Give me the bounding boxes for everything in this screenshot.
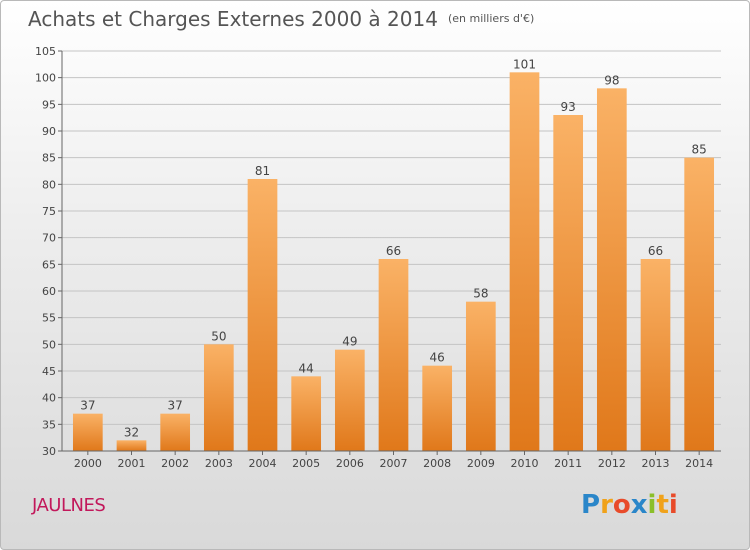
y-tick-label: 35: [42, 418, 56, 431]
bar-2007: [378, 259, 409, 451]
bar-2011: [553, 115, 584, 451]
logo-letter: x: [630, 490, 648, 520]
x-tick-label-2004: 2004: [249, 457, 277, 470]
x-tick-label-2012: 2012: [598, 457, 626, 470]
x-tick-label-2010: 2010: [511, 457, 539, 470]
x-tick-label-2014: 2014: [685, 457, 713, 470]
data-label-2011: 93: [561, 100, 576, 114]
logo-letter: i: [647, 490, 657, 520]
x-tick-label-2002: 2002: [161, 457, 189, 470]
chart-title: Achats et Charges Externes 2000 à 2014: [28, 7, 438, 31]
x-tick-label-2011: 2011: [554, 457, 582, 470]
logo-letter: r: [600, 490, 613, 520]
y-tick-label: 105: [35, 45, 56, 58]
chart-title-block: Achats et Charges Externes 2000 à 2014 (e…: [28, 7, 534, 31]
bar-2000: [72, 413, 103, 451]
bar-2001: [116, 440, 147, 451]
bar-2004: [247, 179, 278, 451]
bar-2009: [465, 301, 496, 451]
data-label-2008: 46: [430, 351, 445, 365]
bar-2010: [509, 72, 540, 451]
x-tick-label-2007: 2007: [380, 457, 408, 470]
x-tick-label-2009: 2009: [467, 457, 495, 470]
y-tick-label: 40: [42, 392, 56, 405]
proxiti-logo[interactable]: Proxiti: [581, 490, 678, 520]
bar-2014: [684, 157, 715, 451]
x-tick-label-2008: 2008: [423, 457, 451, 470]
logo-letter: t: [656, 490, 669, 520]
data-label-2000: 37: [80, 399, 95, 413]
y-tick-label: 85: [42, 152, 56, 165]
x-tick-label-2006: 2006: [336, 457, 364, 470]
axes: 30 35 40 45 50 55 60 65 70 75 80 85 90 95 100 105 2000 20…: [35, 45, 721, 470]
bar-2013: [640, 259, 671, 451]
data-label-2002: 37: [168, 399, 183, 413]
x-tick-label-2001: 2001: [118, 457, 146, 470]
y-tick-label: 80: [42, 178, 56, 191]
bar-2003: [203, 344, 234, 451]
data-label-2003: 50: [211, 329, 226, 343]
y-tick-label: 100: [35, 72, 56, 85]
data-label-2005: 44: [299, 361, 314, 375]
x-tick-label-2005: 2005: [292, 457, 320, 470]
y-tick-label: 90: [42, 125, 56, 138]
bar-2002: [160, 413, 191, 451]
y-tick-label: 60: [42, 285, 56, 298]
data-label-2001: 32: [124, 425, 139, 439]
bar-2012: [596, 88, 627, 451]
logo-letter: P: [581, 490, 601, 520]
data-label-2007: 66: [386, 244, 401, 258]
data-label-2013: 66: [648, 244, 663, 258]
chart-subtitle: (en milliers d'€): [447, 12, 535, 25]
y-tick-label: 30: [42, 445, 56, 458]
y-tick-label: 70: [42, 232, 56, 245]
y-tick-label: 75: [42, 205, 56, 218]
data-label-2006: 49: [342, 335, 357, 349]
y-tick-label: 45: [42, 365, 56, 378]
commune-name: JAULNES: [32, 495, 106, 516]
y-tick-label: 65: [42, 258, 56, 271]
data-label-2012: 98: [604, 73, 619, 87]
y-tick-label: 95: [42, 98, 56, 111]
y-tick-label: 50: [42, 338, 56, 351]
data-label-2010: 101: [513, 57, 536, 71]
y-tick-label: 55: [42, 312, 56, 325]
bars: 37 32 37 50 81 44 49 66 46 58 101 93 98 66 85: [72, 57, 715, 451]
bar-2008: [422, 365, 453, 451]
bar-2005: [291, 376, 322, 451]
data-label-2014: 85: [692, 143, 707, 157]
logo-letter: o: [612, 490, 631, 520]
x-tick-label-2000: 2000: [74, 457, 102, 470]
x-tick-label-2003: 2003: [205, 457, 233, 470]
x-tick-label-2013: 2013: [642, 457, 670, 470]
data-label-2004: 81: [255, 164, 270, 178]
data-label-2009: 58: [473, 287, 488, 301]
logo-letter: i: [668, 490, 678, 520]
bar-2006: [334, 349, 365, 451]
